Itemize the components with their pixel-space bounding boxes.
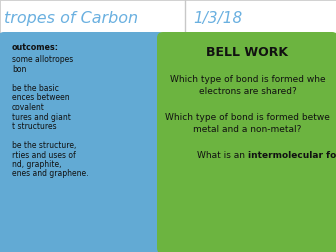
Text: tropes of Carbon: tropes of Carbon — [4, 12, 138, 26]
Text: rties and uses of: rties and uses of — [12, 150, 76, 160]
Text: t structures: t structures — [12, 122, 57, 131]
Text: nd, graphite,: nd, graphite, — [12, 160, 61, 169]
FancyBboxPatch shape — [0, 32, 165, 252]
Text: outcomes:: outcomes: — [12, 44, 59, 52]
Text: be the basic: be the basic — [12, 84, 59, 93]
Text: tures and giant: tures and giant — [12, 112, 71, 121]
Text: be the structure,: be the structure, — [12, 141, 76, 150]
Text: bon: bon — [12, 65, 26, 74]
Bar — [0, 0, 336, 38]
FancyBboxPatch shape — [157, 32, 336, 252]
Text: intermolecular force?: intermolecular force? — [248, 151, 336, 161]
Text: BELL WORK: BELL WORK — [207, 46, 289, 58]
Text: covalent: covalent — [12, 103, 45, 112]
Text: electrons are shared?: electrons are shared? — [199, 86, 296, 96]
Text: What is an: What is an — [197, 151, 248, 161]
Text: ences between: ences between — [12, 93, 70, 103]
Text: Which type of bond is formed whe: Which type of bond is formed whe — [170, 76, 325, 84]
Text: Which type of bond is formed betwe: Which type of bond is formed betwe — [165, 113, 330, 122]
Text: some allotropes: some allotropes — [12, 55, 73, 65]
Text: enes and graphene.: enes and graphene. — [12, 170, 88, 178]
Text: metal and a non-metal?: metal and a non-metal? — [193, 124, 302, 134]
Text: 1/3/18: 1/3/18 — [193, 12, 242, 26]
